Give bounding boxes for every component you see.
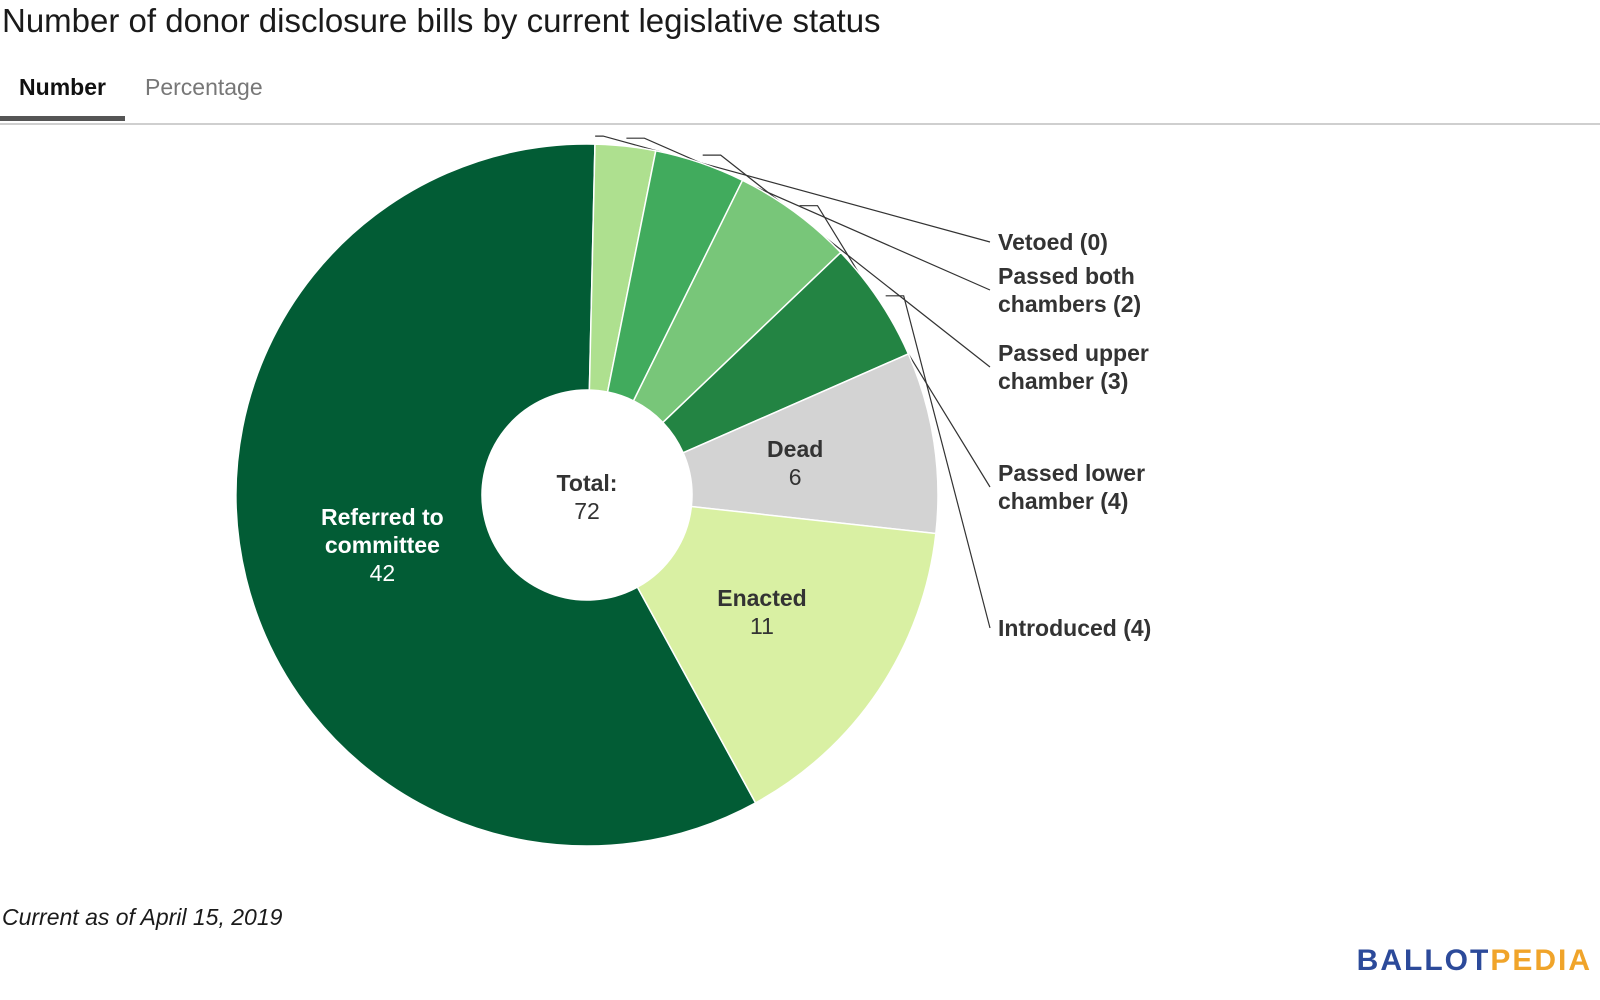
slice-label-passed-both-chambers: Passed both xyxy=(998,263,1135,289)
tab-percentage[interactable]: Percentage xyxy=(145,74,263,100)
slice-label-passed-lower-chamber: chamber (4) xyxy=(998,488,1128,514)
leader-line-introduced xyxy=(885,295,991,629)
footnote: Current as of April 15, 2019 xyxy=(2,904,283,930)
slice-label-passed-upper-chamber: chamber (3) xyxy=(998,368,1128,394)
ballotpedia-logo: BALLOTPEDIA xyxy=(1356,944,1592,977)
slice-label-passed-both-chambers: chambers (2) xyxy=(998,291,1141,317)
center-total-label: Total: xyxy=(557,470,618,496)
leader-line-vetoed xyxy=(595,135,991,243)
slice-label-vetoed: Vetoed (0) xyxy=(998,229,1108,255)
leader-line-passed-both-chambers xyxy=(626,137,991,291)
tab-number[interactable]: Number xyxy=(0,74,125,121)
chart-title: Number of donor disclosure bills by curr… xyxy=(2,2,881,39)
slice-label-referred-to-committee: committee xyxy=(325,532,440,558)
leader-line-passed-lower-chamber xyxy=(799,205,991,488)
slice-enacted[interactable] xyxy=(636,505,937,804)
slice-label-passed-lower-chamber: Passed lower xyxy=(998,460,1145,486)
slice-dead[interactable] xyxy=(682,352,939,535)
slice-label-introduced: Introduced (4) xyxy=(998,615,1151,641)
center-total-value: 72 xyxy=(574,498,600,524)
tab-bar: Number Percentage xyxy=(0,66,1600,125)
slice-label-referred-to-committee: Referred to xyxy=(321,504,444,530)
slice-value-referred-to-committee: 42 xyxy=(370,560,396,586)
slice-referred-to-committee[interactable] xyxy=(235,143,757,847)
slice-label-enacted: Enacted xyxy=(717,585,806,611)
slice-value-dead: 6 xyxy=(789,464,802,490)
slice-label-dead: Dead xyxy=(767,436,823,462)
slice-label-passed-upper-chamber: Passed upper xyxy=(998,340,1149,366)
slice-value-enacted: 11 xyxy=(750,613,774,639)
